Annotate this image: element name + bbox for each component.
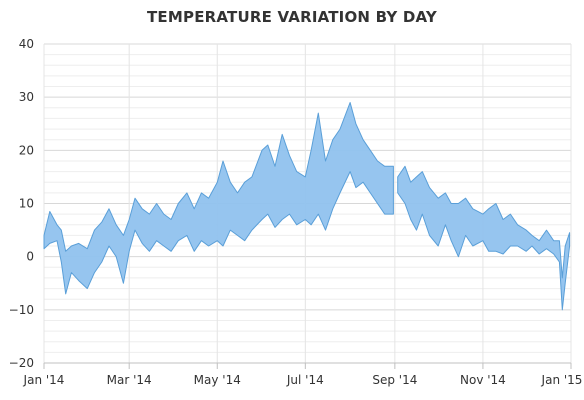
x-tick-label: Jul '14 [286,373,324,387]
y-tick-label: 30 [19,90,34,104]
y-tick-label: −10 [9,303,34,317]
x-tick-label: Nov '14 [460,373,506,387]
axis-layer: 40 30 20 10 0 −10 −20 Jan '14 Mar '14 May '14 Jul … [9,37,583,387]
y-tick-label: 10 [19,197,34,211]
x-tick-label: Jan '15 [541,373,583,387]
temperature-range-area [43,102,394,295]
x-tick-label: Jan '14 [23,373,65,387]
y-tick-label: −20 [9,356,34,370]
y-tick-label: 0 [26,250,34,264]
area-layer [43,102,571,311]
y-tick-label: 20 [19,143,34,157]
x-tick-label: Mar '14 [107,373,152,387]
x-tick-label: May '14 [194,373,241,387]
y-tick-label: 40 [19,37,34,51]
chart-title: TEMPERATURE VARIATION BY DAY [147,8,437,26]
x-tick-label: Sep '14 [372,373,417,387]
temperature-range-area [397,165,571,311]
